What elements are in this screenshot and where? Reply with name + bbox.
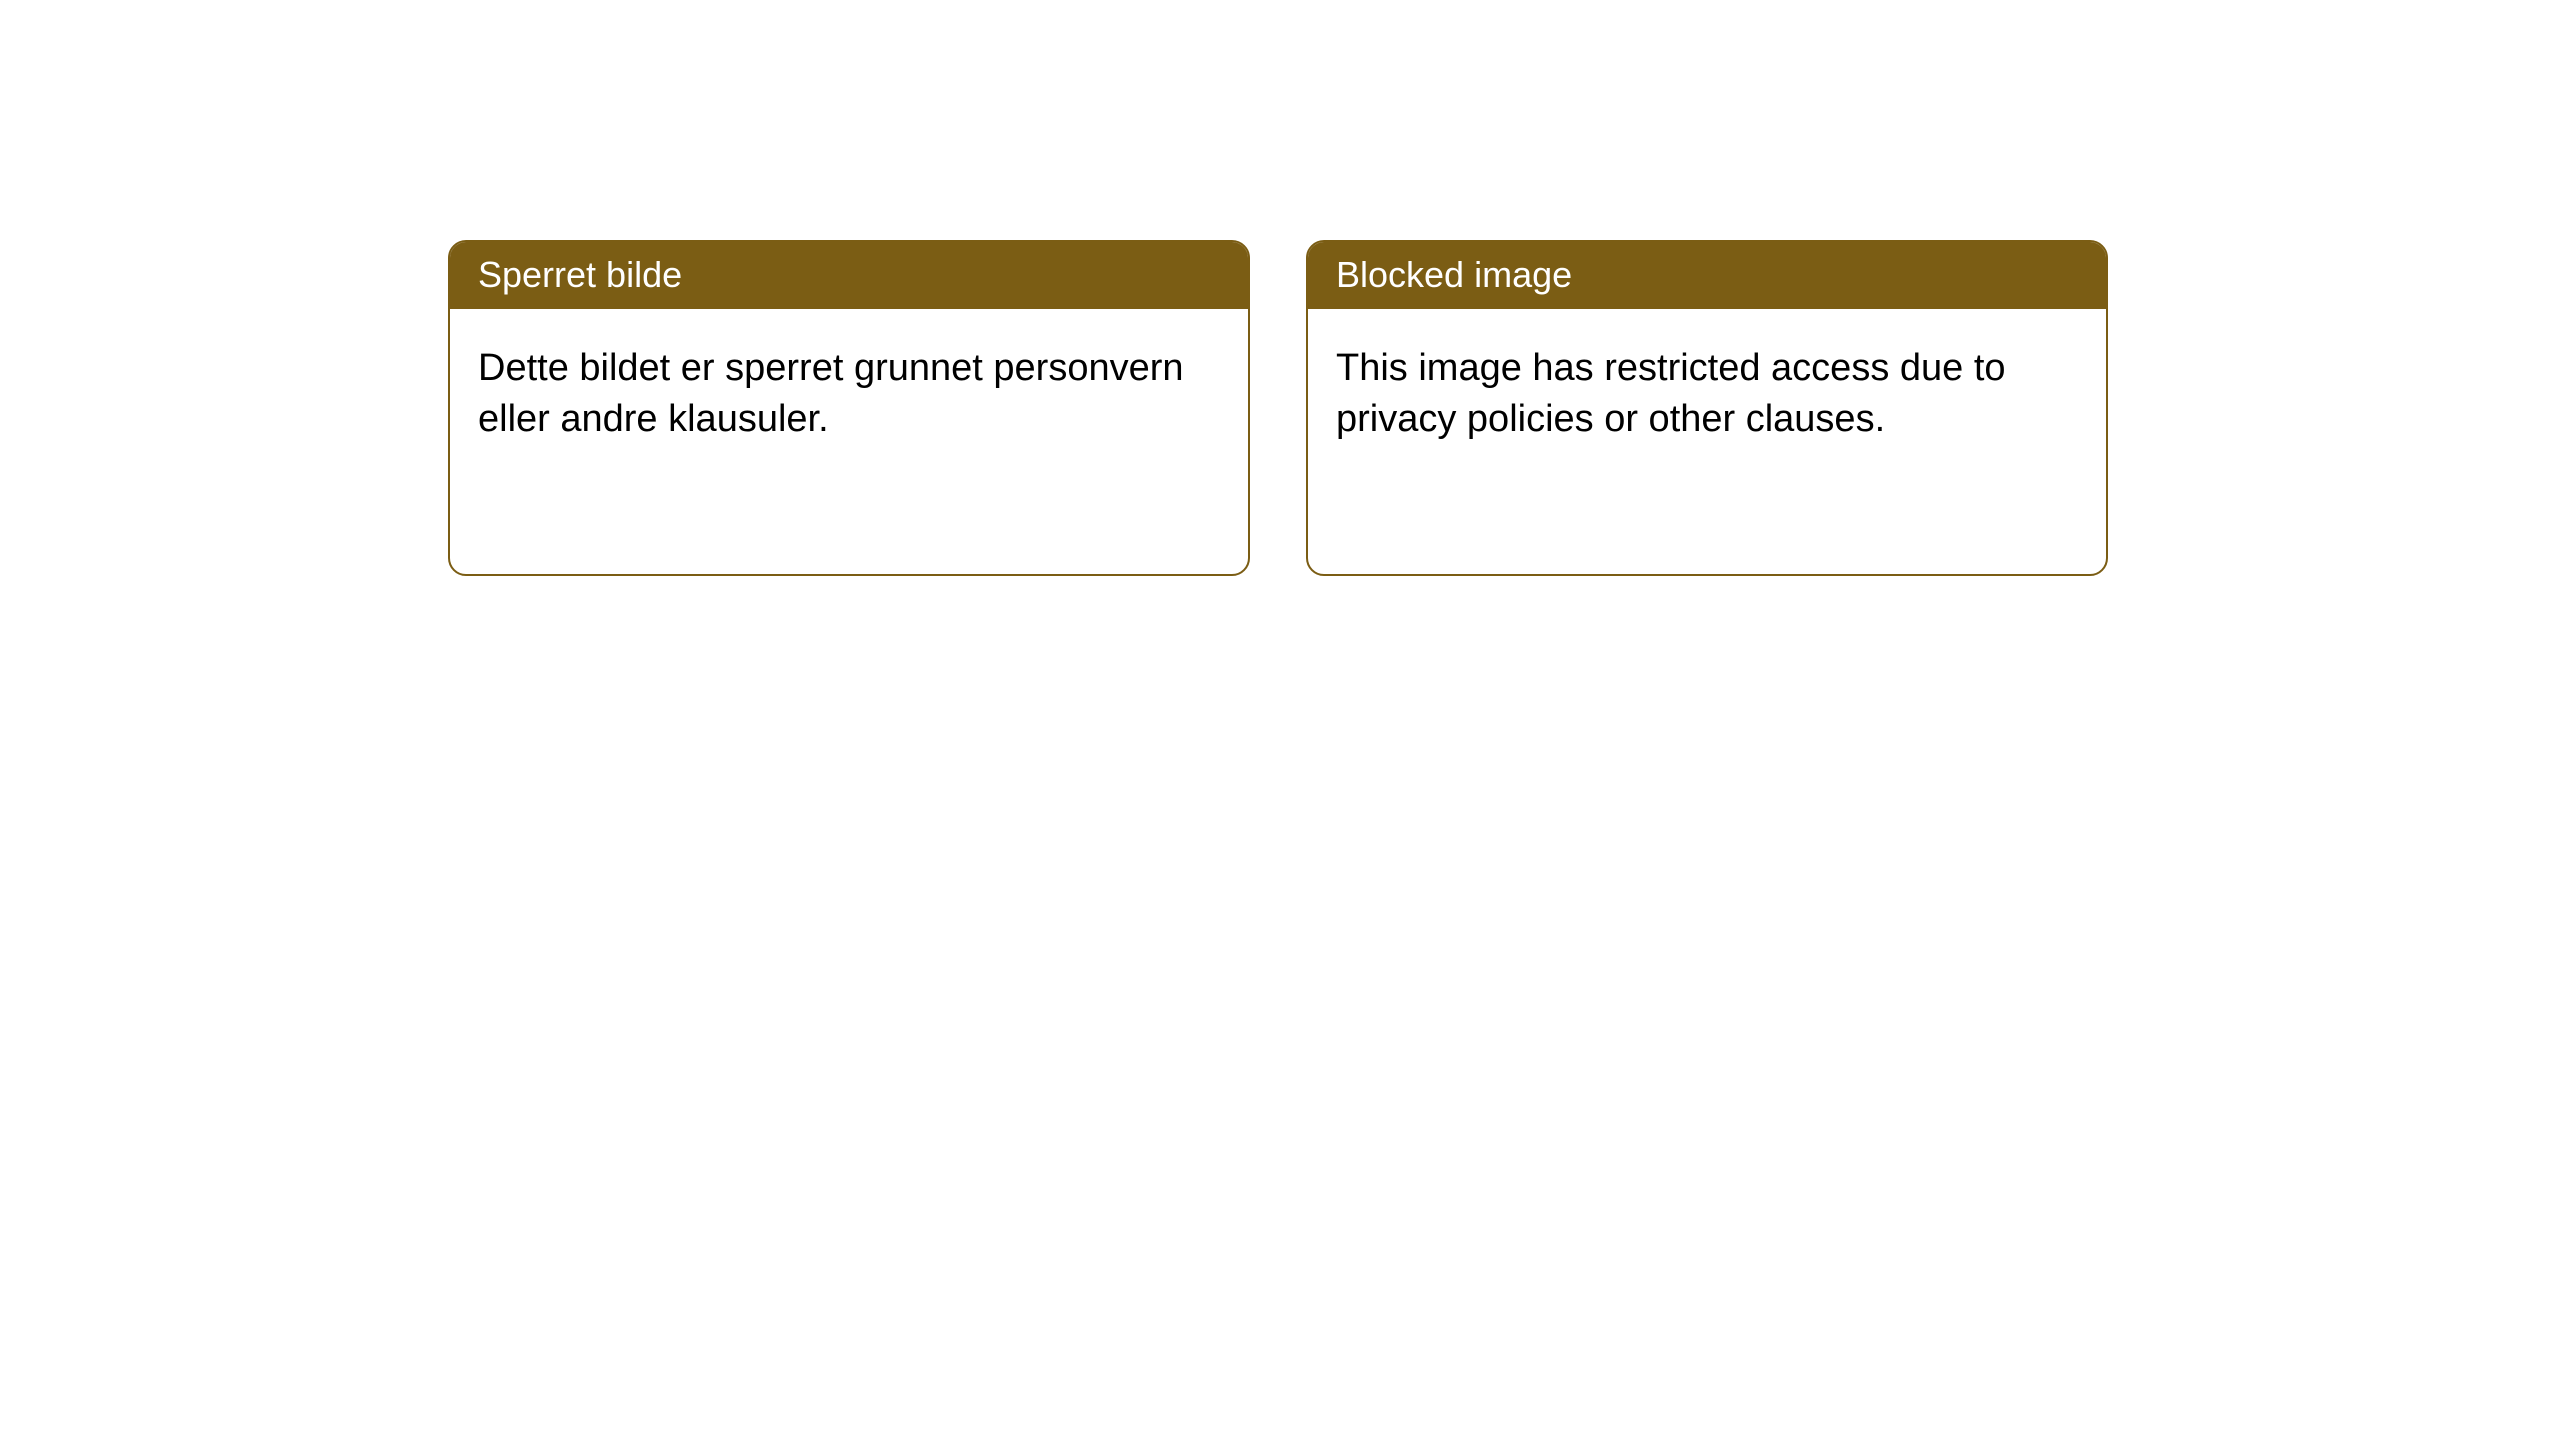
- notice-title: Blocked image: [1308, 242, 2106, 309]
- notice-container: Sperret bilde Dette bildet er sperret gr…: [0, 0, 2560, 576]
- notice-body: Dette bildet er sperret grunnet personve…: [450, 309, 1248, 480]
- notice-card-english: Blocked image This image has restricted …: [1306, 240, 2108, 576]
- notice-body: This image has restricted access due to …: [1308, 309, 2106, 480]
- notice-card-norwegian: Sperret bilde Dette bildet er sperret gr…: [448, 240, 1250, 576]
- notice-title: Sperret bilde: [450, 242, 1248, 309]
